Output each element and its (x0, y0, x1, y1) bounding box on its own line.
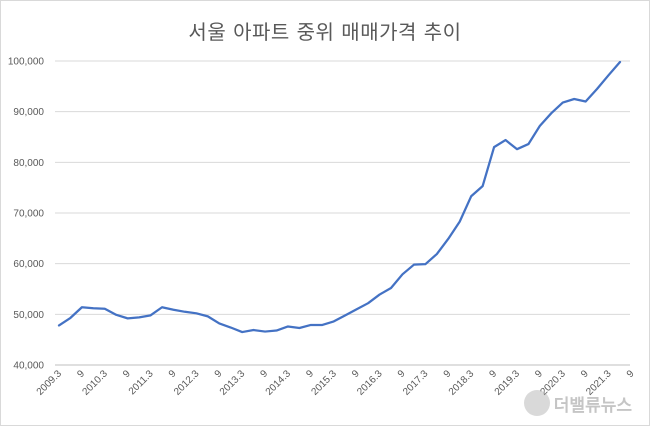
y-tick-label: 60,000 (13, 259, 44, 270)
x-tick-label: 9 (579, 368, 591, 380)
x-tick-label: 9 (213, 368, 225, 380)
x-tick-label: 9 (442, 368, 454, 380)
x-tick-label: 2017.3 (401, 368, 431, 398)
y-tick-label: 50,000 (13, 310, 44, 321)
y-tick-label: 40,000 (13, 361, 44, 372)
x-tick-label: 9 (121, 368, 133, 380)
x-tick-label: 2019.3 (493, 368, 523, 398)
series-line (57, 60, 622, 334)
x-tick-label: 9 (396, 368, 408, 380)
x-tick-label: 2014.3 (264, 368, 294, 398)
x-tick-label: 2009.3 (35, 368, 65, 398)
x-tick-label: 2013.3 (218, 368, 248, 398)
y-tick-label: 90,000 (13, 107, 44, 118)
chart-title: 서울 아파트 중위 매매가격 추이 (188, 20, 462, 44)
x-tick-label: 2010.3 (81, 368, 111, 398)
y-tick-label: 100,000 (8, 57, 45, 68)
watermark: 더밸류뉴스 (523, 390, 632, 416)
watermark-text: 더밸류뉴스 (553, 395, 632, 416)
watermark-logo-icon (523, 390, 550, 416)
x-tick-label: 9 (350, 368, 362, 380)
y-tick-label: 80,000 (13, 158, 44, 169)
x-tick-label: 2012.3 (172, 368, 202, 398)
x-tick-label: 9 (487, 368, 499, 380)
x-tick-label: 9 (625, 368, 637, 380)
y-tick-label: 70,000 (13, 209, 44, 220)
x-tick-label: 2016.3 (355, 368, 385, 398)
x-tick-label: 9 (75, 368, 87, 380)
x-tick-label: 9 (533, 368, 545, 380)
x-tick-label: 9 (258, 368, 270, 380)
x-tick-label: 2015.3 (309, 368, 339, 398)
x-tick-label: 2011.3 (127, 368, 156, 397)
x-tick-label: 2018.3 (447, 368, 477, 398)
x-tick-label: 9 (304, 368, 316, 380)
x-tick-label: 9 (167, 368, 179, 380)
